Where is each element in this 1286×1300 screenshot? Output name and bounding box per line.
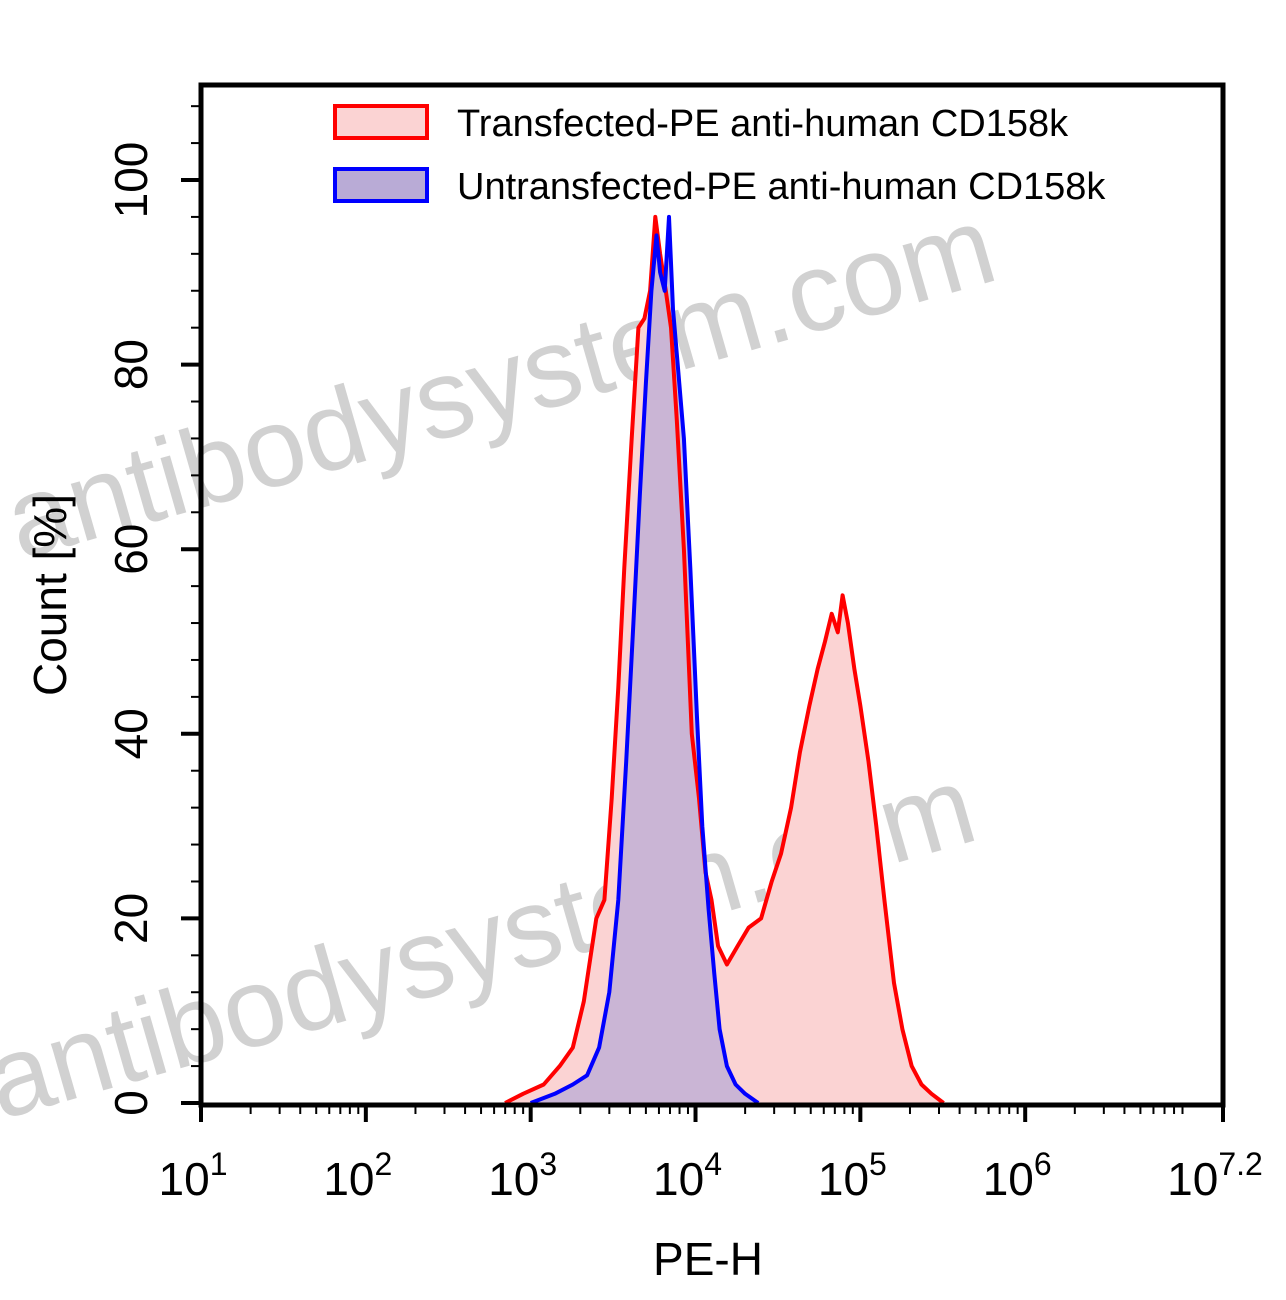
legend-label-2: Untransfected-PE anti-human CD158k	[457, 166, 1106, 208]
y-tick-label: 0	[105, 1090, 157, 1116]
x-tick-label: 102	[323, 1146, 392, 1205]
x-tick-label: 107.2	[1167, 1146, 1263, 1205]
series-1-line	[504, 214, 945, 1105]
x-axis-label: PE-H	[653, 1233, 763, 1285]
x-tick-label: 106	[983, 1146, 1052, 1205]
y-tick-label: 80	[105, 339, 157, 390]
legend-swatch-1	[333, 104, 429, 140]
series-layer	[504, 214, 945, 1105]
legend-swatch-2	[333, 167, 429, 203]
legend: Transfected-PE anti-human CD158k Untransf…	[333, 103, 1106, 208]
series-2-line	[529, 214, 760, 1105]
y-tick-label: 20	[105, 893, 157, 944]
axis-layer: 101 102 103 104 105 106 107.2 0 20 40 60 80 100	[105, 105, 1263, 1205]
y-axis-label: Count [%]	[24, 494, 76, 696]
y-tick-label: 40	[105, 708, 157, 759]
x-tick-label: 101	[159, 1146, 228, 1205]
legend-label-1: Transfected-PE anti-human CD158k	[457, 103, 1069, 145]
series-1-fill	[505, 216, 944, 1103]
series-2-fill	[530, 216, 759, 1103]
plot-frame	[198, 82, 1226, 1108]
x-tick-label: 105	[818, 1146, 887, 1205]
y-tick-label: 60	[105, 524, 157, 575]
x-tick-label: 103	[488, 1146, 557, 1205]
x-tick-label: 104	[653, 1146, 722, 1205]
y-tick-label: 100	[105, 142, 157, 219]
